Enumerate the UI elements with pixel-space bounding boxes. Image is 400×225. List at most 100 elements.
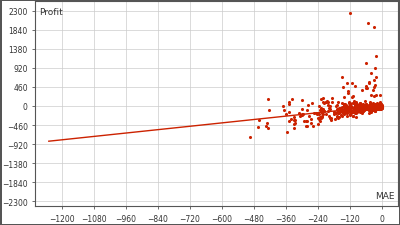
Point xyxy=(344,105,350,108)
Point xyxy=(372,106,378,110)
Point xyxy=(376,105,382,109)
Point xyxy=(366,106,372,110)
Point xyxy=(370,107,376,110)
Point xyxy=(303,119,310,123)
Point xyxy=(327,105,333,109)
Point xyxy=(352,104,358,108)
Point xyxy=(377,103,383,106)
Point xyxy=(319,111,325,115)
Point xyxy=(339,106,345,110)
Point xyxy=(356,107,362,111)
Point xyxy=(368,105,375,108)
Point xyxy=(342,106,348,110)
Point xyxy=(325,104,331,108)
Point xyxy=(370,104,376,108)
Point xyxy=(375,107,381,110)
Point xyxy=(361,106,367,110)
Point xyxy=(370,104,376,108)
Point xyxy=(370,107,376,110)
Point xyxy=(358,108,365,111)
Point xyxy=(352,104,358,107)
Point xyxy=(376,104,382,108)
Point xyxy=(378,105,385,109)
Point xyxy=(378,106,384,109)
Point xyxy=(368,104,374,108)
Point xyxy=(375,105,382,108)
Point xyxy=(360,110,366,113)
Point xyxy=(372,105,379,108)
Point xyxy=(282,112,289,116)
Point xyxy=(367,103,373,107)
Point xyxy=(333,105,339,109)
Point xyxy=(369,106,376,109)
Point xyxy=(375,104,382,108)
Point xyxy=(376,103,383,106)
Point xyxy=(343,106,350,109)
Point xyxy=(374,106,380,110)
Point xyxy=(359,111,366,115)
Point xyxy=(374,104,381,108)
Point xyxy=(353,105,359,109)
Point xyxy=(304,109,310,112)
Point xyxy=(308,102,315,106)
Point xyxy=(377,106,383,109)
Point xyxy=(363,106,370,109)
Point xyxy=(363,108,369,111)
Point xyxy=(368,105,374,109)
Point xyxy=(355,106,361,110)
Point xyxy=(308,121,314,125)
Point xyxy=(325,109,331,113)
Point xyxy=(350,109,357,113)
Point xyxy=(353,110,360,114)
Point xyxy=(340,112,346,115)
Point xyxy=(247,136,253,140)
Point xyxy=(378,104,385,107)
Point xyxy=(362,105,369,108)
Point xyxy=(370,107,376,111)
Text: MAE: MAE xyxy=(375,191,394,200)
Point xyxy=(358,105,364,108)
Point xyxy=(357,104,363,107)
Point xyxy=(284,130,290,134)
Point xyxy=(352,106,359,110)
Point xyxy=(352,107,358,111)
Point xyxy=(351,107,358,110)
Point xyxy=(346,107,352,111)
Point xyxy=(378,104,384,107)
Point xyxy=(373,106,379,109)
Point xyxy=(368,104,375,108)
Point xyxy=(366,107,373,110)
Point xyxy=(347,107,354,110)
Point xyxy=(368,71,374,75)
Point xyxy=(357,102,364,106)
Point xyxy=(334,115,340,119)
Point xyxy=(365,22,372,26)
Point xyxy=(370,102,376,106)
Point xyxy=(378,106,384,109)
Point xyxy=(318,110,325,113)
Point xyxy=(318,98,324,101)
Point xyxy=(373,105,380,109)
Point xyxy=(359,105,366,108)
Point xyxy=(360,106,366,109)
Point xyxy=(361,106,367,110)
Point xyxy=(347,12,353,16)
Point xyxy=(344,82,350,86)
Point xyxy=(327,117,334,121)
Point xyxy=(363,103,370,107)
Point xyxy=(331,110,337,114)
Point xyxy=(359,104,365,108)
Point xyxy=(354,108,360,111)
Point xyxy=(373,106,380,110)
Point xyxy=(264,122,270,126)
Point xyxy=(376,104,383,107)
Point xyxy=(347,101,353,105)
Point xyxy=(352,111,358,115)
Point xyxy=(355,110,361,113)
Point xyxy=(347,114,353,117)
Point xyxy=(367,100,373,104)
Point xyxy=(346,105,352,109)
Point xyxy=(346,106,353,110)
Point xyxy=(300,112,306,116)
Point xyxy=(376,105,382,109)
